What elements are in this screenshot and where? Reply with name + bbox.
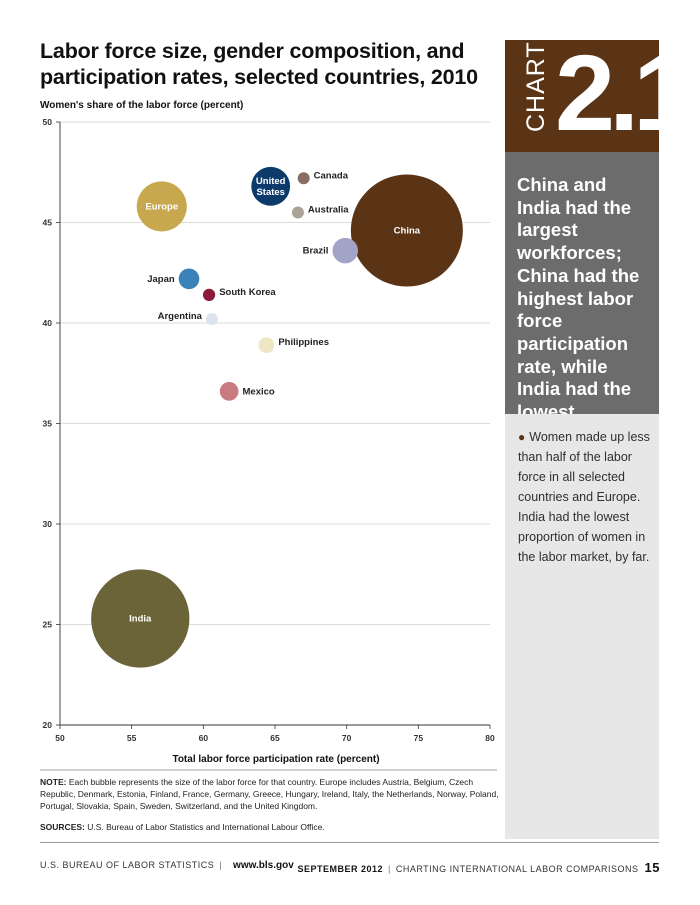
bubble-south-korea [202,288,216,301]
footer-left: U.S. BUREAU OF LABOR STATISTICS | www.bls.… [40,860,294,871]
y-axis-label: Women's share of the labor force (percen… [40,100,243,111]
bubble-label-south-korea: South Korea [219,287,276,298]
bubble-argentina [205,312,218,325]
chart-note: NOTE: Each bubble represents the size of… [40,776,500,812]
x-tick-label-5: 75 [414,733,424,743]
page-number: 15 [644,860,660,875]
headline: China and India had the largest workforc… [517,174,640,423]
chart-badge-word: CHART [522,41,550,132]
bubble-label-canada: Canada [314,170,349,181]
bubble-label-line: Argentina [158,311,203,322]
headline-panel: China and India had the largest workforc… [505,152,659,422]
note-text: Each bubble represents the size of the l… [40,777,499,811]
footer-rule [40,842,659,843]
bubble-label-line: Japan [147,274,175,285]
chart-sources: SOURCES: U.S. Bureau of Labor Statistics… [40,821,500,833]
bubble-australia [291,206,304,219]
y-tick-label-5: 45 [43,218,53,228]
x-tick-label-2: 60 [199,733,209,743]
footer-date: SEPTEMBER 2012 [297,864,383,874]
bubble-label-brazil: Brazil [303,246,329,257]
x-tick-label-3: 65 [270,733,280,743]
bubble-label-line: India [129,613,152,624]
y-tick-label-6: 50 [43,117,53,127]
bubble-philippines [258,337,275,354]
bullet-text: ● Women made up less than half of the lab… [518,427,651,567]
footer-separator: | [219,860,223,870]
bubble-label-australia: Australia [308,204,349,215]
bubble-label-argentina: Argentina [158,311,203,322]
footer-right: SEPTEMBER 2012 | CHARTING INTERNATIONAL LA… [297,860,660,875]
bubble-label-line: Philippines [278,337,329,348]
y-tick-label-4: 40 [43,318,53,328]
bullet-dot-icon: ● [518,430,526,444]
bubble-label-united-states: United States [256,176,286,198]
bubble-label-philippines: Philippines [278,337,329,348]
bubble-canada [297,172,310,185]
bullet-body: Women made up less than half of the labo… [518,430,650,564]
x-tick-label-0: 50 [55,733,65,743]
bubble-india [91,569,190,668]
footer-separator: | [387,864,391,874]
footer-series: CHARTING INTERNATIONAL LABOR COMPARISONS [395,864,639,874]
tick-labels: 20 25 30 35 40 45 50 50 55 60 65 70 75 80 [43,117,495,743]
bullet-panel: ● Women made up less than half of the lab… [505,414,659,839]
bubble-mexico [219,381,239,401]
bubble-label-japan: Japan [147,274,175,285]
note-label: NOTE: [40,777,67,787]
footer-site-link[interactable]: www.bls.gov [233,860,294,871]
axes [56,121,491,729]
x-axis-label: Total labor force participation rate (pe… [172,754,379,765]
bubble-label-line: South Korea [219,287,276,298]
bubble-labels: China India Europe United States Brazil Japan M… [129,170,421,624]
x-tick-label-6: 80 [485,733,495,743]
bubble-label-line: Mexico [243,386,275,397]
chart-badge-number: 2.1 [555,40,659,152]
x-tick-label-4: 70 [342,733,352,743]
sources-label: SOURCES: [40,822,85,832]
bubble-label-line: Canada [314,170,349,181]
bubble-label-europe: Europe [145,201,178,212]
bubble-japan [178,268,200,290]
bubble-label-line: China [394,226,421,237]
bubble-label-line: States [256,187,285,198]
chart-badge: CHART 2.1 [505,40,659,152]
bubble-label-line: United [256,176,286,187]
y-tick-label-2: 30 [43,519,53,529]
bubble-brazil [332,237,359,264]
bubble-china [350,174,463,287]
page-title: Labor force size, gender composition, an… [40,39,478,89]
bubble-label-india: India [129,613,152,624]
y-tick-label-3: 35 [43,419,53,429]
footer-agency: U.S. BUREAU OF LABOR STATISTICS [40,860,215,870]
bubble-united-states [251,166,291,206]
bubble-label-line: Europe [145,201,178,212]
bubble-label-mexico: Mexico [243,386,275,397]
y-tick-label-1: 25 [43,620,53,630]
sources-text: U.S. Bureau of Labor Statistics and Inte… [87,822,325,832]
bubbles [91,166,463,668]
x-tick-label-1: 55 [127,733,137,743]
bubble-label-line: Australia [308,204,349,215]
bubble-label-china: China [394,226,421,237]
bubble-europe [136,181,187,232]
y-tick-label-0: 20 [43,720,53,730]
bubble-label-line: Brazil [303,246,329,257]
